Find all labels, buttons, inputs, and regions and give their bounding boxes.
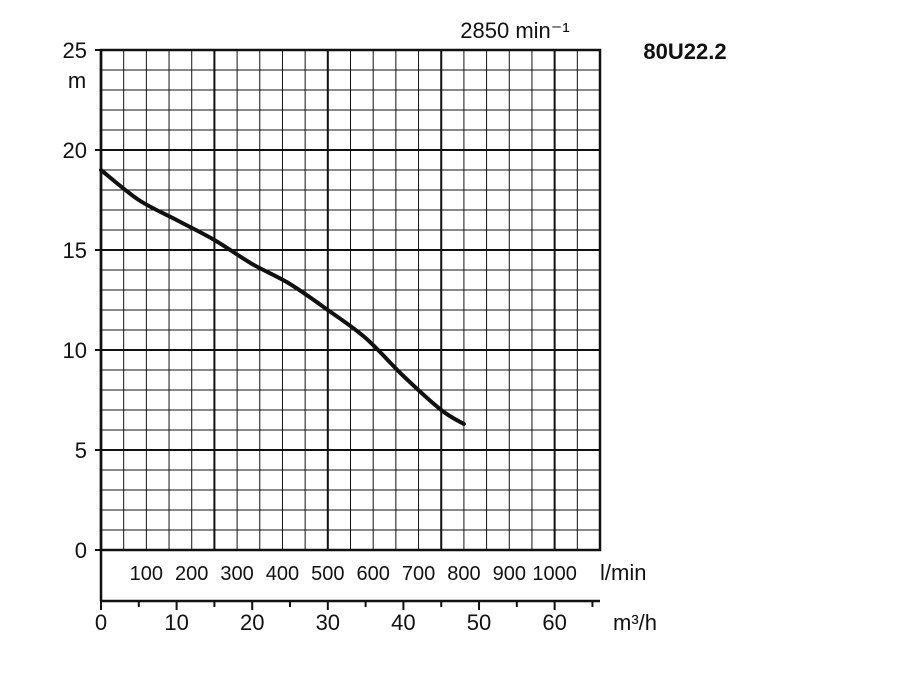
x-lpm-tick-label: 200	[175, 563, 208, 585]
axes: 0 5 10 15 20 25 0 10 20 30 40 50 60 100 200 300 400 500 60…	[63, 38, 602, 635]
curve-group	[99, 168, 466, 426]
x-lpm-tick-label: 900	[493, 563, 526, 585]
y-tick-label: 5	[75, 438, 87, 463]
x-m3h-tick-label: 60	[542, 610, 566, 635]
x-lpm-tick-label: 700	[402, 563, 435, 585]
labels: m 2850 min⁻¹ 80U22.2 l/min m³/h	[68, 18, 727, 635]
x-m3h-tick-label: 10	[164, 610, 188, 635]
x-m3h-tick-label: 20	[240, 610, 264, 635]
x-lpm-tick-label: 100	[130, 563, 163, 585]
x-lpm-tick-label: 600	[356, 563, 389, 585]
y-tick-label: 20	[63, 138, 87, 163]
x-lpm-tick-label: 500	[311, 563, 344, 585]
grid	[100, 49, 601, 551]
model-title: 80U22.2	[643, 39, 726, 64]
x-lpm-tick-label: 1000	[532, 563, 577, 585]
y-tick-label: 10	[63, 338, 87, 363]
x-m3h-tick-label: 40	[391, 610, 415, 635]
x-unit-lpm: l/min	[600, 560, 646, 585]
x-lpm-tick-label: 400	[266, 563, 299, 585]
x-unit-m3h: m³/h	[613, 610, 657, 635]
x-m3h-tick-label: 0	[95, 610, 107, 635]
y-tick-label: 15	[63, 238, 87, 263]
x-lpm-tick-label: 800	[447, 563, 480, 585]
pump-curve-line	[99, 168, 466, 426]
y-tick-label: 25	[63, 38, 87, 63]
x-m3h-tick-label: 50	[467, 610, 491, 635]
x-m3h-tick-label: 30	[316, 610, 340, 635]
y-axis-unit: m	[68, 68, 86, 93]
y-tick-label: 0	[75, 538, 87, 563]
speed-subtitle: 2850 min⁻¹	[460, 18, 569, 43]
x-lpm-tick-label: 300	[220, 563, 253, 585]
